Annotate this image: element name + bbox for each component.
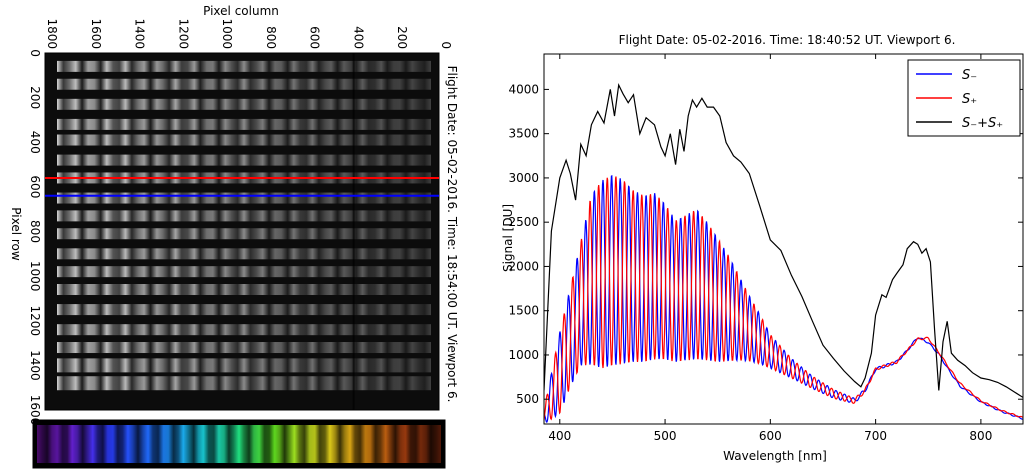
image-band [57, 228, 431, 240]
image-y-tick-label: 1600 [28, 395, 42, 426]
plot-y-axis-label: Signal [DU] [501, 204, 515, 272]
plot-frame [543, 53, 1024, 425]
image-y-tick-label: 200 [28, 86, 42, 109]
image-x-tick-label: 200 [395, 26, 409, 49]
image-band [57, 154, 431, 166]
legend-label: S₋+S₊ [962, 116, 1003, 131]
image-row-markers [45, 176, 439, 197]
strip-fringes [37, 425, 441, 463]
image-band [57, 358, 431, 373]
plot-legend: S₋ S₊ S₋+S₊ [907, 59, 1021, 137]
image-band [57, 134, 431, 146]
image-band [57, 60, 431, 72]
y-tick-label: 1000 [508, 348, 539, 362]
image-band [57, 118, 431, 130]
image-y-tick-label: 1200 [28, 305, 42, 336]
image-band [57, 210, 431, 222]
image-x-tick-label: 1600 [89, 18, 103, 49]
x-tick-label: 500 [654, 429, 677, 443]
y-tick-label: 500 [516, 392, 539, 406]
image-x-tick-label: 600 [308, 26, 322, 49]
image-x-tick-label: 800 [264, 26, 278, 49]
strip-frame [32, 419, 446, 469]
series-line [544, 174, 1023, 423]
y-tick-label: 4000 [508, 82, 539, 96]
image-frame [44, 52, 440, 411]
image-x-tick-label: 0 [439, 41, 453, 49]
y-tick-label: 3500 [508, 127, 539, 141]
image-band [57, 192, 431, 204]
image-y-tick-label: 400 [28, 131, 42, 154]
plot-title: Flight Date: 05-02-2016. Time: 18:40:52 … [619, 33, 956, 47]
spectrum-plot-panel: Flight Date: 05-02-2016. Time: 18:40:52 … [501, 33, 1024, 463]
y-tick-label: 1500 [508, 304, 539, 318]
image-y-axis-label: Pixel row [9, 207, 23, 261]
x-tick-label: 600 [759, 429, 782, 443]
y-tick-label: 3000 [508, 171, 539, 185]
image-title: Flight Date: 05-02-2016. Time: 18:54:00 … [445, 66, 459, 403]
image-spectral-bands [44, 52, 440, 411]
y-tick-label: 2500 [508, 215, 539, 229]
plot-series-group [544, 82, 1023, 423]
image-band [57, 376, 431, 391]
image-tick-labels: 1800 1600 1400 1200 1000 800 600 400 200 0 0 200 400… [28, 18, 453, 425]
image-band [57, 78, 431, 90]
image-y-tick-label: 1400 [28, 350, 42, 381]
image-x-axis-label: Pixel column [203, 4, 279, 18]
image-x-tick-label: 1000 [220, 18, 234, 49]
plot-tick-labels: 400 500 600 700 800 500 1000 1500 2000 2500 3000 35… [508, 54, 1023, 443]
y-tick-label: 2000 [508, 259, 539, 273]
image-x-tick-label: 1800 [45, 18, 59, 49]
plot-x-axis-label: Wavelength [nm] [723, 449, 827, 463]
x-tick-label: 700 [864, 429, 887, 443]
image-band [57, 248, 431, 260]
legend-label: S₊ [962, 92, 977, 107]
image-y-tick-label: 0 [28, 49, 42, 57]
x-tick-label: 400 [548, 429, 571, 443]
image-band [57, 324, 431, 336]
image-band [57, 304, 431, 316]
legend-label: S₋ [962, 68, 977, 83]
image-band [57, 98, 431, 110]
image-x-tick-label: 1200 [176, 18, 190, 49]
image-band [57, 284, 431, 296]
color-fringe-strip [32, 419, 446, 469]
image-band [57, 342, 431, 354]
image-x-tick-label: 400 [351, 26, 365, 49]
series-line [544, 176, 1023, 421]
detector-image-panel: Pixel column 1800 1600 1400 1200 1000 800 600 4… [9, 4, 459, 469]
series-line [544, 82, 1023, 398]
image-y-tick-label: 800 [28, 220, 42, 243]
image-y-tick-label: 600 [28, 175, 42, 198]
image-y-tick-label: 1000 [28, 261, 42, 292]
image-band [57, 266, 431, 278]
image-x-tick-label: 1400 [133, 18, 147, 49]
x-tick-label: 800 [969, 429, 992, 443]
